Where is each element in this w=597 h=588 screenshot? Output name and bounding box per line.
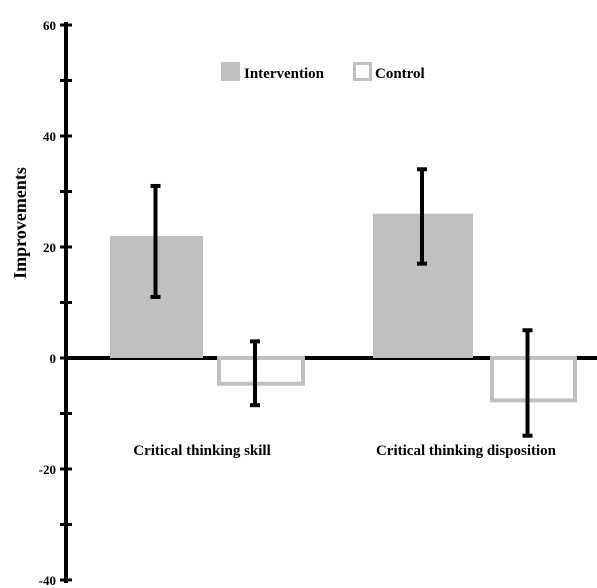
legend-swatch-control (353, 62, 372, 81)
y-tick-label: 60 (43, 18, 56, 33)
y-tick-label: 0 (50, 351, 57, 366)
category-label-2: Critical thinking disposition (376, 443, 557, 459)
category-label-1: Critical thinking skill (133, 443, 271, 459)
error-bars (150, 167, 533, 438)
y-tick-label: 20 (43, 240, 56, 255)
bars (110, 213, 577, 403)
bar-control-2 (490, 356, 577, 403)
legend-label-control: Control (375, 66, 425, 82)
y-axis-label: Improvements (10, 167, 30, 279)
y-tick-label: -20 (39, 462, 56, 477)
legend-swatch-intervention (221, 62, 240, 81)
category-labels: Critical thinking skill Critical thinking… (133, 443, 556, 459)
legend-label-intervention: Intervention (244, 66, 325, 82)
y-tick-label: -40 (39, 573, 56, 588)
y-tick-label: 40 (43, 129, 56, 144)
legend: Intervention Control (221, 62, 425, 82)
bar-control-1 (217, 356, 305, 386)
